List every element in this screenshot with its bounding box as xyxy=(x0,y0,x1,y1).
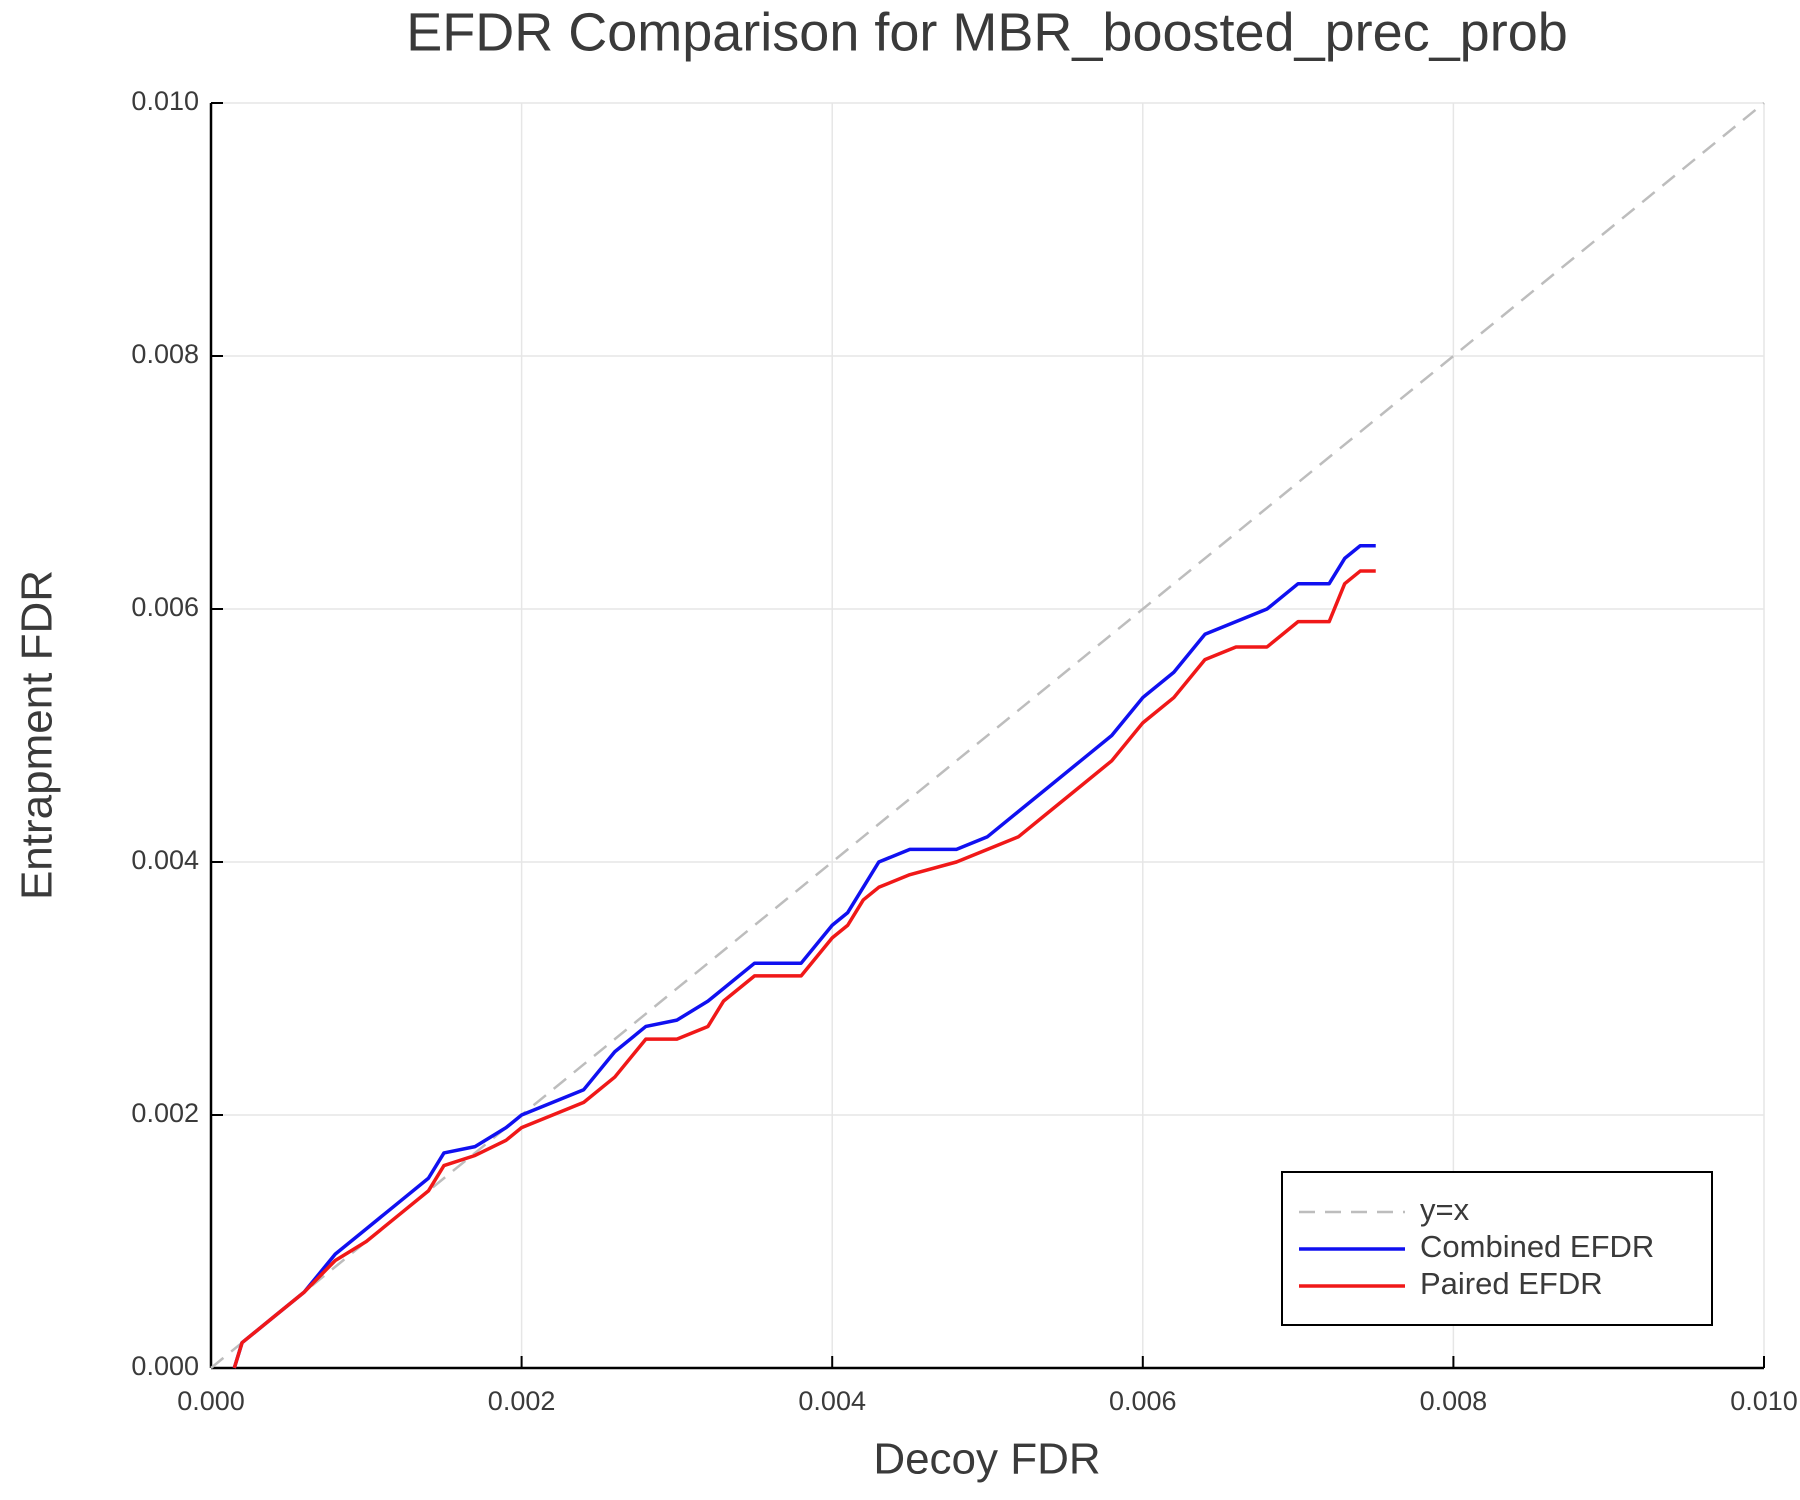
series-line xyxy=(232,544,1376,1369)
y-axis-label: Entrapment FDR xyxy=(13,570,62,900)
y-tick-label: 0.008 xyxy=(131,339,199,369)
x-tick-label: 0.010 xyxy=(1730,1386,1798,1416)
series-line xyxy=(232,569,1376,1369)
x-tick-label: 0.000 xyxy=(177,1386,245,1416)
y-tick-label: 0.002 xyxy=(131,1098,199,1128)
x-tick-label: 0.004 xyxy=(798,1386,866,1416)
legend-label: Combined EFDR xyxy=(1420,1229,1654,1264)
y-tick-label: 0.010 xyxy=(131,86,199,116)
chart-title: EFDR Comparison for MBR_boosted_prec_pro… xyxy=(406,2,1568,62)
x-tick-label: 0.006 xyxy=(1109,1386,1177,1416)
y-tick-label: 0.000 xyxy=(131,1351,199,1381)
x-axis-label: Decoy FDR xyxy=(873,1435,1100,1484)
legend-label: Paired EFDR xyxy=(1420,1266,1603,1301)
legend-label: y=x xyxy=(1420,1192,1470,1227)
series-line xyxy=(210,102,1765,1369)
x-tick-label: 0.008 xyxy=(1420,1386,1488,1416)
y-tick-label: 0.006 xyxy=(131,592,199,622)
x-tick-label: 0.002 xyxy=(488,1386,556,1416)
y-tick-label: 0.004 xyxy=(131,845,199,875)
